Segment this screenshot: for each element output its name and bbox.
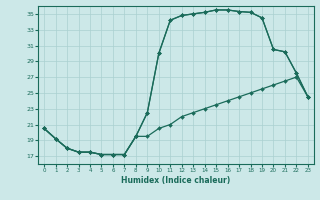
- X-axis label: Humidex (Indice chaleur): Humidex (Indice chaleur): [121, 176, 231, 185]
